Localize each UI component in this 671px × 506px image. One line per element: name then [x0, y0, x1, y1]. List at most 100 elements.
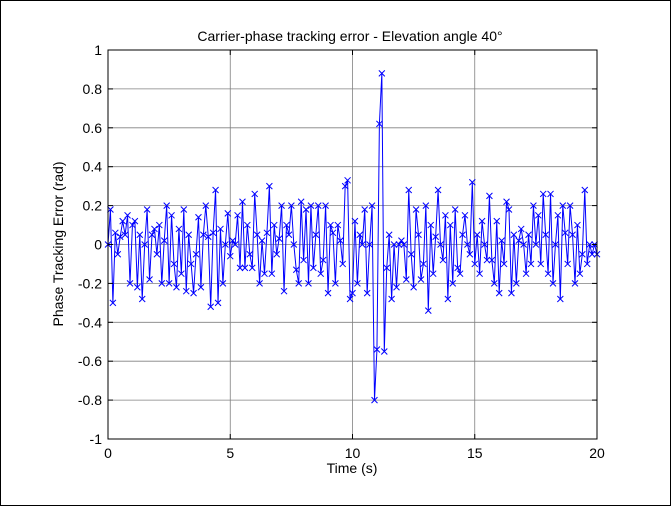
data-point-marker-128 [417, 276, 425, 283]
data-point-marker-113 [380, 348, 388, 355]
data-point-marker-86 [314, 202, 322, 209]
y-tick-label-6: 0.2 [83, 198, 103, 214]
data-point-marker-65 [263, 229, 271, 237]
data-point-marker-188 [564, 260, 572, 268]
data-point-marker-21 [155, 221, 163, 229]
data-point-marker-69 [273, 250, 281, 258]
data-point-marker-57 [244, 221, 251, 229]
data-point-marker-48 [222, 241, 229, 248]
data-point-marker-176 [534, 211, 542, 219]
data-point-marker-150 [471, 260, 479, 268]
data-point-marker-140 [446, 221, 454, 229]
data-point-marker-19 [151, 225, 158, 233]
data-point-marker-165 [508, 289, 515, 297]
data-point-marker-23 [160, 237, 168, 244]
data-point-marker-187 [561, 229, 569, 237]
data-point-marker-12 [133, 283, 141, 291]
data-point-marker-180 [544, 270, 552, 278]
data-point-marker-142 [451, 206, 459, 213]
data-point-marker-175 [532, 241, 540, 248]
x-tick-label-0: 0 [104, 445, 112, 461]
data-point-marker-5 [116, 233, 124, 241]
data-point-marker-194 [578, 250, 586, 258]
x-tick-label-3: 15 [467, 445, 483, 461]
data-point-marker-127 [415, 231, 422, 239]
data-point-marker-198 [588, 250, 596, 258]
data-point-marker-88 [319, 256, 327, 264]
data-point-marker-84 [310, 264, 317, 272]
data-point-marker-53 [234, 211, 241, 219]
data-point-marker-54 [236, 264, 244, 272]
data-point-marker-121 [400, 241, 408, 248]
data-point-marker-186 [559, 202, 567, 209]
data-point-marker-8 [124, 211, 131, 219]
data-point-marker-152 [476, 270, 483, 278]
y-tick-label-8: 0.6 [83, 120, 103, 136]
data-point-marker-168 [515, 237, 523, 244]
data-point-marker-103 [356, 231, 364, 239]
data-point-marker-181 [547, 190, 554, 198]
data-point-marker-63 [258, 237, 266, 244]
data-point-marker-132 [427, 221, 435, 229]
data-point-marker-139 [444, 295, 452, 303]
data-point-marker-137 [439, 256, 447, 264]
data-point-marker-124 [407, 250, 415, 258]
data-point-marker-26 [168, 211, 175, 219]
data-point-marker-177 [537, 260, 545, 268]
data-point-marker-106 [363, 289, 371, 297]
data-point-marker-15 [141, 241, 149, 248]
data-point-marker-46 [217, 225, 224, 233]
data-point-marker-85 [312, 231, 320, 239]
data-point-marker-154 [481, 241, 488, 248]
data-point-marker-160 [495, 289, 503, 297]
data-point-marker-92 [329, 229, 337, 237]
data-point-marker-4 [114, 250, 122, 258]
data-point-marker-105 [361, 206, 369, 213]
data-point-marker-195 [581, 186, 589, 194]
data-point-marker-59 [248, 264, 256, 272]
y-tick-label-1: -0.8 [78, 392, 102, 408]
data-point-marker-90 [324, 289, 332, 297]
data-point-marker-30 [177, 270, 185, 278]
data-point-marker-156 [486, 192, 493, 200]
data-point-marker-7 [121, 231, 129, 239]
data-point-marker-155 [483, 256, 491, 264]
data-point-marker-72 [280, 287, 288, 295]
data-point-marker-173 [527, 260, 535, 268]
data-point-marker-197 [586, 241, 594, 248]
data-point-marker-135 [434, 186, 442, 194]
data-point-marker-37 [195, 213, 202, 221]
data-point-marker-78 [295, 280, 303, 287]
data-point-marker-100 [349, 289, 356, 297]
data-point-marker-2 [109, 299, 117, 307]
data-point-marker-22 [158, 280, 166, 287]
data-point-marker-111 [376, 120, 383, 128]
data-point-marker-101 [351, 217, 359, 225]
y-tick-label-4: -0.2 [78, 275, 102, 291]
data-point-marker-43 [209, 229, 217, 237]
data-point-marker-134 [432, 233, 439, 241]
x-tick-label-4: 20 [589, 445, 605, 461]
chart-title: Carrier-phase tracking error - Elevation… [197, 28, 502, 44]
data-point-marker-79 [297, 198, 305, 206]
data-point-marker-95 [336, 237, 344, 244]
data-point-marker-31 [180, 206, 188, 213]
data-point-marker-159 [493, 217, 501, 225]
data-point-marker-28 [173, 283, 180, 291]
data-point-marker-89 [322, 202, 329, 209]
x-tick-label-2: 10 [345, 445, 361, 461]
data-point-marker-151 [473, 231, 481, 239]
data-point-marker-149 [468, 178, 476, 186]
data-point-marker-148 [466, 250, 474, 258]
data-point-marker-67 [268, 270, 276, 278]
data-point-marker-11 [131, 217, 139, 225]
data-point-marker-158 [490, 280, 498, 287]
data-point-marker-174 [530, 202, 537, 209]
data-point-marker-82 [305, 280, 312, 287]
data-point-marker-146 [461, 211, 469, 219]
data-point-marker-25 [165, 280, 173, 287]
data-point-marker-27 [170, 260, 178, 268]
data-point-marker-36 [192, 250, 200, 258]
data-point-marker-80 [300, 256, 307, 264]
data-point-marker-104 [358, 241, 366, 248]
